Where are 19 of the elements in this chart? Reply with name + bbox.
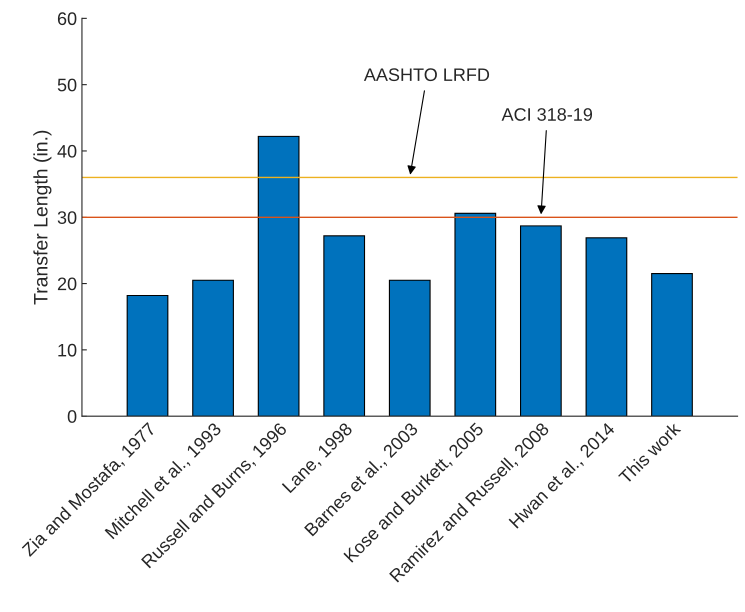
y-axis-title: Transfer Length (in.)	[33, 130, 52, 305]
bar	[651, 273, 693, 416]
bar	[126, 294, 168, 416]
y-tick-label: 30	[58, 211, 76, 224]
y-tick-label: 0	[68, 410, 76, 423]
bar	[520, 225, 562, 416]
y-tick-label: 20	[58, 277, 76, 290]
y-tick-label: 10	[58, 344, 76, 357]
bar	[258, 136, 300, 416]
annotation: AASHTO LRFD	[364, 68, 490, 82]
annotation: ACI 318-19	[502, 108, 592, 121]
bar	[388, 280, 431, 416]
y-tick-label: 50	[58, 78, 76, 92]
y-tick-label: 60	[58, 12, 76, 26]
bar	[454, 212, 496, 416]
bar	[586, 237, 628, 416]
bar	[323, 235, 366, 416]
y-tick-label: 40	[57, 144, 76, 158]
bar	[192, 280, 234, 416]
